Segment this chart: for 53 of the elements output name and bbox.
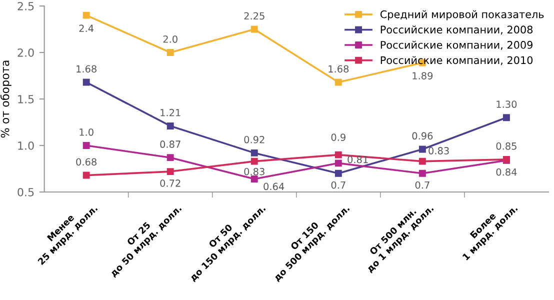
legend-label: Средний мировой показатель [380,10,544,20]
point [166,49,174,56]
y-tick-label: 1.5 [18,95,34,104]
point [334,160,342,167]
legend-label: Российские компании, 2008 [380,26,533,35]
data-label: 2.0 [163,35,178,43]
point [166,168,174,176]
data-label: 0.7 [331,181,346,189]
legend-label: Российские компании, 2010 [380,56,533,66]
y-tick-label: 1.0 [18,141,34,150]
data-label: 2.25 [244,12,264,20]
point [82,172,90,179]
y-axis-title: % от оборота [0,60,12,138]
point [82,12,90,19]
data-label: 1.68 [328,65,349,73]
point [166,122,174,130]
point [334,170,342,177]
point [334,78,342,86]
data-label: 0.87 [160,140,180,148]
point [418,170,426,177]
data-label: 0.68 [76,158,96,166]
point [418,146,426,153]
data-label: 0.96 [412,132,433,140]
point [502,114,510,122]
point [250,176,258,182]
data-label: 0.84 [496,168,517,176]
data-label: 0.83 [244,168,264,176]
y-tick-label: 2.5 [18,2,34,10]
point [166,154,174,162]
data-label: 1.21 [160,108,180,116]
data-label: 0.83 [428,147,449,154]
data-label: 1.30 [496,100,517,108]
data-label: 2.4 [79,24,94,32]
data-label: 1.89 [412,72,433,80]
data-label: 0.72 [160,180,180,187]
data-label: 0.7 [415,181,430,189]
point [334,151,342,158]
point [82,142,90,149]
data-label: 0.92 [244,136,264,144]
legend-label: Российские компании, 2009 [380,40,532,50]
data-label: 0.81 [348,156,368,164]
data-label: 1.68 [76,65,96,73]
data-label: 1.0 [80,128,94,136]
data-label: 0.9 [331,134,346,141]
point [250,158,258,165]
point [82,78,90,86]
point [418,158,426,165]
data-label: 0.85 [496,142,516,150]
point [250,149,258,156]
y-tick-label: 2.0 [18,48,34,57]
data-label: 0.64 [264,182,284,190]
point [250,26,258,33]
y-tick-label: 0.5 [18,188,34,196]
